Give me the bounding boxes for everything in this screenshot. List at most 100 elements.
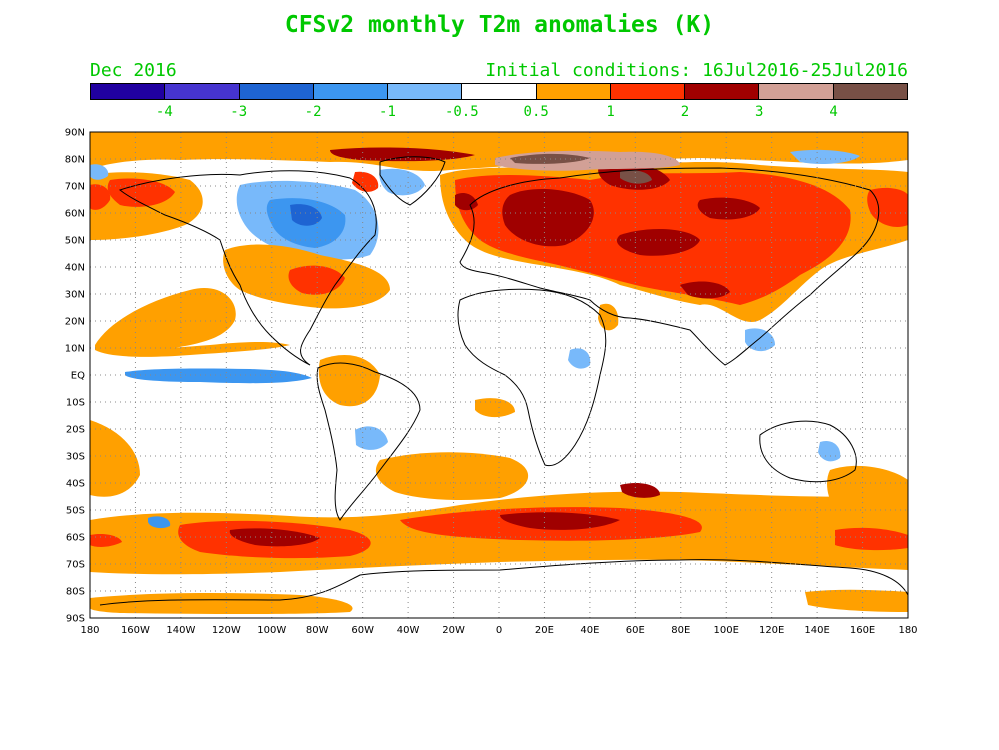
colorbar-label: -1 — [379, 104, 396, 120]
lon-label: 100E — [714, 625, 739, 636]
lat-label: EQ — [71, 371, 85, 382]
anomaly-region-dateline-south-red — [90, 533, 122, 547]
valid-month-label: Dec 2016 — [90, 60, 177, 81]
colorbar-label: 3 — [755, 104, 764, 120]
lon-label: 0 — [496, 625, 502, 636]
colorbar-segment — [239, 84, 314, 99]
colorbar-segment — [388, 84, 463, 99]
anomaly-region-tasman-orange — [827, 465, 908, 545]
lon-label: 60E — [626, 625, 645, 636]
lon-label: 80W — [306, 625, 329, 636]
lat-label: 10N — [65, 344, 85, 355]
anomaly-region-equatorial-pacific-lightblue — [125, 368, 312, 384]
graticule — [90, 132, 908, 618]
lon-label: 40E — [580, 625, 599, 636]
anomaly-region-southern-ocean-darkred-west — [229, 528, 320, 547]
lat-label: 20N — [65, 317, 85, 328]
lat-label: 60N — [65, 209, 85, 220]
colorbar-segment — [91, 84, 166, 99]
anomaly-region-ross-orange — [805, 589, 908, 612]
colorbar — [90, 83, 908, 100]
coastline-africa — [457, 288, 607, 467]
lon-label: 100W — [257, 625, 286, 636]
lat-label: 80N — [65, 155, 85, 166]
lat-label: 50N — [65, 236, 85, 247]
lon-label: 160W — [121, 625, 150, 636]
colorbar-segment — [833, 84, 907, 99]
colorbar-label: -3 — [230, 104, 248, 120]
colorbar-label: -2 — [304, 104, 322, 120]
anomaly-region-canada-deepblue — [290, 204, 322, 226]
coastline-south-america — [316, 362, 421, 521]
lon-label: 120E — [759, 625, 784, 636]
coastlines — [99, 156, 908, 606]
anomaly-region-south-indian-darkred — [620, 483, 660, 498]
anomaly-region-antarctic-orange — [90, 593, 353, 614]
chart-title: CFSv2 monthly T2m anomalies (K) — [284, 12, 715, 38]
lon-label: 40W — [397, 625, 420, 636]
anomaly-region-tropical-pacific-orange — [95, 341, 290, 357]
colorbar-label: 2 — [680, 104, 690, 120]
initial-conditions-label: Initial conditions: 16Jul2016-25Jul2016 — [485, 60, 908, 81]
lat-label: 40N — [65, 263, 85, 274]
anomaly-region-arctic-orange — [90, 132, 908, 172]
anomaly-region-alaska-red — [107, 178, 175, 207]
anomaly-region-southwest-atlantic-orange — [375, 452, 529, 500]
anomaly-region-se-asia-lightblue — [745, 328, 775, 352]
lat-label: 70S — [66, 560, 85, 571]
lon-label: 140W — [166, 625, 195, 636]
lat-label: 90S — [66, 614, 85, 625]
coastline-greenland — [379, 156, 446, 206]
anomaly-region-eurasia-darkred-1 — [502, 188, 594, 247]
colorbar-label: -0.5 — [444, 104, 479, 120]
colorbar-segment — [536, 84, 611, 99]
lat-label: 20S — [66, 425, 85, 436]
anomaly-region-eurasia-darkred-2 — [616, 228, 700, 256]
anomaly-region-arctic-darkred — [330, 147, 475, 162]
coastline-australia — [759, 420, 857, 483]
lat-label: 90N — [65, 128, 85, 139]
colorbar-segment — [165, 84, 240, 99]
lat-label: 40S — [66, 479, 85, 490]
colorbar-segment — [313, 84, 389, 99]
anomaly-region-greenland-red — [352, 171, 379, 192]
map-frame — [89, 131, 909, 619]
lat-label: 80S — [66, 587, 85, 598]
anomaly-region-tasman-red — [835, 527, 908, 551]
lon-label: 180 — [898, 625, 917, 636]
colorbar-label: 4 — [829, 104, 838, 120]
coastline-north-america — [118, 170, 377, 366]
lat-label: 30N — [65, 290, 85, 301]
lon-label: 180 — [80, 625, 99, 636]
colorbar-segment — [462, 84, 537, 99]
colorbar-segment — [610, 84, 686, 99]
anomaly-region-africa-lightblue — [568, 348, 591, 369]
lat-label: 30S — [66, 452, 85, 463]
colorbar-segment — [759, 84, 834, 99]
coastline-antarctica — [99, 559, 908, 606]
lon-label: 80E — [671, 625, 690, 636]
lat-label: 60S — [66, 533, 85, 544]
anomaly-region-kamchatka-lightblue — [790, 149, 860, 164]
anomaly-region-ne-pacific-orange — [95, 288, 236, 353]
lon-label: 120W — [212, 625, 241, 636]
lon-label: 160E — [850, 625, 875, 636]
lon-label: 60W — [351, 625, 374, 636]
anomaly-region-south-pacific-orange — [90, 420, 140, 497]
anomaly-region-dateline-red — [90, 184, 111, 210]
lat-label: 70N — [65, 182, 85, 193]
lat-label: 50S — [66, 506, 85, 517]
anomaly-region-tibet-darkred — [680, 281, 730, 299]
anomaly-region-eurasia-darkred-3 — [697, 197, 760, 220]
anomaly-region-southern-ocean-darkred-east — [500, 512, 620, 530]
coastline-europe-asia — [459, 167, 880, 366]
anomaly-region-east-asia-red — [867, 187, 908, 227]
anomaly-region-eurasia-darkred-4 — [455, 193, 478, 211]
anomaly-region-brazil-lightblue — [355, 426, 388, 450]
latitude-labels: 90N 80N 70N 60N 50N 40N 30N 20N 10N EQ 10S 20S 30S 40… — [65, 128, 85, 625]
colorbar-segment — [685, 84, 760, 99]
lat-label: 10S — [66, 398, 85, 409]
colorbar-label: 0.5 — [523, 104, 549, 120]
lon-label: 20W — [442, 625, 465, 636]
